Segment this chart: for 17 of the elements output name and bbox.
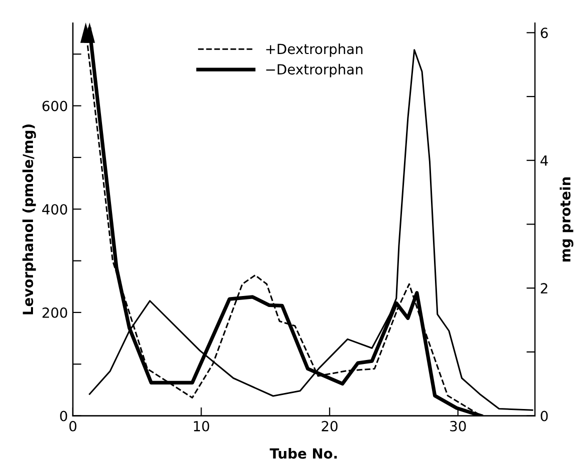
y2-tick-label: 6	[540, 28, 548, 38]
y-tick-label: 200	[42, 307, 68, 318]
x-tick-label: 30	[450, 420, 466, 432]
y2-axis-title: mg protein	[560, 177, 574, 262]
y-axis-title: Levorphanol (pmole/mg)	[22, 124, 36, 314]
y2-tick-label: 0	[540, 410, 548, 422]
x-tick-label: 10	[194, 420, 210, 432]
x-axis-title: Tube No.	[270, 448, 337, 459]
y2-tick-label: 2	[540, 283, 548, 294]
y-tick-label: 400	[42, 204, 68, 215]
y-tick-label: 0	[60, 410, 68, 422]
y2-tick-label: 4	[540, 156, 548, 166]
x-tick-label: 0	[69, 420, 76, 432]
legend-label: −Dextrorphan	[266, 64, 362, 78]
x-tick-label: 20	[322, 420, 338, 432]
legend-label: +Dextrorphan	[266, 43, 362, 57]
y-tick-label: 600	[42, 100, 68, 112]
